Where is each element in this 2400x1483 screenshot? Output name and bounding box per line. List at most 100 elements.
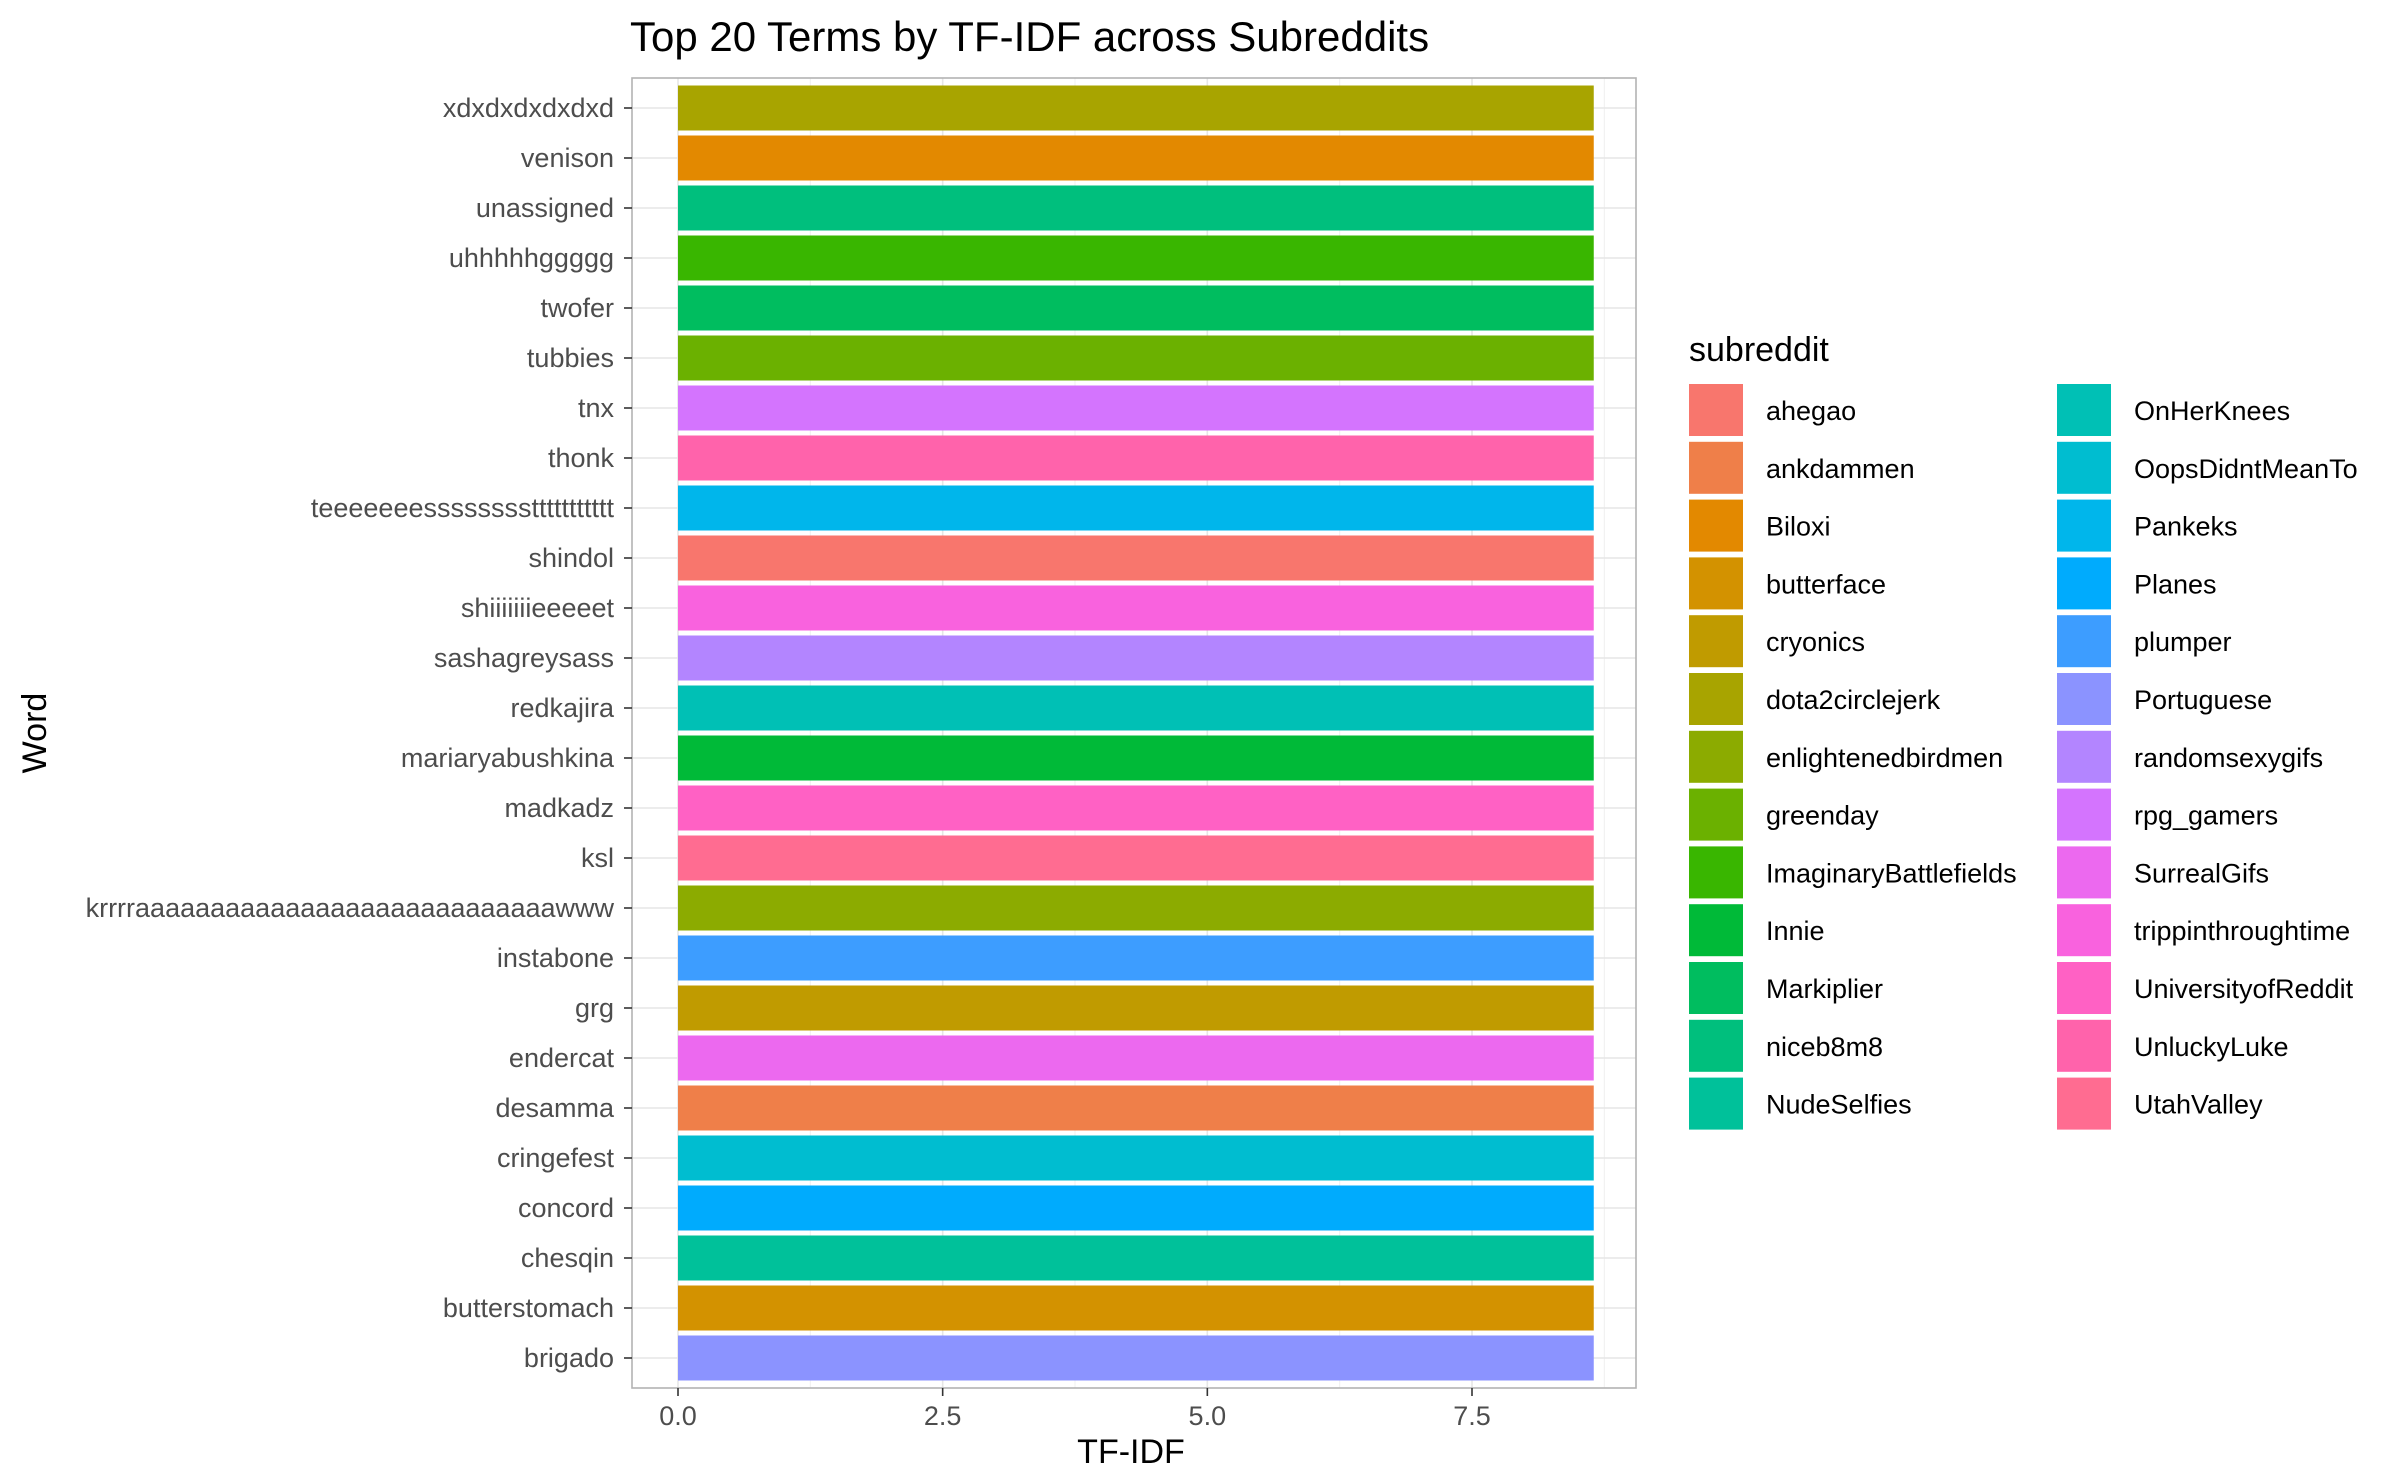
x-tick-label: 0.0	[659, 1401, 697, 1431]
bar-shindol	[678, 535, 1594, 581]
y-tick-label: thonk	[548, 443, 615, 473]
y-tick-label: instabone	[497, 943, 614, 973]
bar-ksl	[678, 835, 1594, 881]
legend-key-Biloxi	[1689, 499, 1743, 552]
x-axis-title: TF-IDF	[1077, 1433, 1185, 1471]
legend-items: ahegao ankdammen Biloxi butterface cryonics d…	[1689, 384, 2358, 1130]
y-tick-label: shindol	[528, 543, 614, 573]
y-tick-label: teeeeeeessssssssttttttttttt	[311, 493, 615, 523]
legend-key-Portuguese	[2057, 673, 2111, 725]
legend-label: ankdammen	[1766, 454, 1915, 484]
y-tick-label: unassigned	[476, 193, 614, 223]
y-axis-title: Word	[16, 693, 54, 774]
y-tick-label: ksl	[581, 843, 614, 873]
legend-label: greenday	[1766, 801, 1879, 831]
legend-key-OnHerKnees	[2057, 384, 2111, 436]
bar-mariaryabushkina	[678, 735, 1594, 781]
y-tick-label: xdxdxdxdxdxd	[443, 93, 614, 123]
bar-shiiiiiiieeeeet	[678, 585, 1594, 631]
y-tick-label: cringefest	[497, 1143, 615, 1173]
legend-key-randomsexygifs	[2057, 730, 2111, 783]
y-tick-label: concord	[518, 1193, 614, 1223]
bar-tubbies	[678, 335, 1594, 381]
legend-key-OopsDidntMeanTo	[2057, 441, 2111, 494]
legend-label: Innie	[1766, 916, 1825, 946]
bar-redkajira	[678, 685, 1594, 731]
legend-label: enlightenedbirdmen	[1766, 743, 2003, 773]
y-tick-label: desamma	[495, 1093, 615, 1123]
plot-panel	[631, 77, 1637, 1389]
x-tick-label: 2.5	[924, 1401, 962, 1431]
legend-label: Markiplier	[1766, 974, 1883, 1004]
x-axis-tick-labels: 0.0 2.5 5.0 7.5	[659, 1388, 1491, 1431]
legend-key-cryonics	[1689, 615, 1743, 668]
legend-key-greenday	[1689, 788, 1743, 841]
y-tick-label: uhhhhhggggg	[449, 243, 614, 273]
legend-key-Planes	[2057, 557, 2111, 610]
legend-label: ahegao	[1766, 396, 1856, 426]
legend-key-Pankeks	[2057, 499, 2111, 552]
y-tick-label: mariaryabushkina	[401, 743, 615, 773]
legend-key-plumper	[2057, 615, 2111, 668]
legend-key-niceb8m8	[1689, 1019, 1743, 1072]
bar-unassigned	[678, 185, 1594, 231]
bar-grg	[678, 985, 1594, 1031]
legend-key-butterface	[1689, 557, 1743, 610]
bar-tnx	[678, 385, 1594, 431]
legend-label: UnluckyLuke	[2134, 1032, 2289, 1062]
y-tick-label: redkajira	[510, 693, 615, 723]
legend-title: subreddit	[1689, 331, 1829, 369]
x-tick-label: 5.0	[1189, 1401, 1227, 1431]
bar-desamma	[678, 1085, 1594, 1131]
bar-twofer	[678, 285, 1594, 331]
y-tick-label: chesqin	[521, 1243, 614, 1273]
bar-venison	[678, 135, 1594, 181]
y-tick-label: krrrraaaaaaaaaaaaaaaaaaaaaaaaaaaawww	[86, 893, 615, 923]
legend-label: OopsDidntMeanTo	[2134, 454, 2358, 484]
legend-key-rpg_gamers	[2057, 788, 2111, 841]
chart-title: Top 20 Terms by TF-IDF across Subreddits	[630, 13, 1429, 60]
bar-madkadz	[678, 785, 1594, 831]
legend-key-ImaginaryBattlefields	[1689, 846, 1743, 899]
legend-key-ankdammen	[1689, 441, 1743, 494]
bar-krrrraaaaaaaaaaaaaaaaaaaaaaaaaaaawww	[678, 885, 1594, 931]
legend-label: Biloxi	[1766, 512, 1831, 542]
legend-label: butterface	[1766, 569, 1886, 599]
bar-endercat	[678, 1035, 1594, 1081]
legend-label: cryonics	[1766, 627, 1865, 657]
y-tick-label: twofer	[540, 293, 614, 323]
legend-key-trippinthroughtime	[2057, 904, 2111, 957]
legend-label: randomsexygifs	[2134, 743, 2323, 773]
y-tick-label: venison	[521, 143, 614, 173]
y-tick-label: tnx	[578, 393, 615, 423]
y-tick-label: sashagreysass	[434, 643, 614, 673]
y-axis-tick-labels: xdxdxdxdxdxd venison unassigned uhhhhhggggg…	[86, 93, 632, 1373]
bar-concord	[678, 1185, 1594, 1231]
bar-chesqin	[678, 1235, 1594, 1281]
legend-label: trippinthroughtime	[2134, 916, 2350, 946]
x-tick-label: 7.5	[1453, 1401, 1491, 1431]
legend-key-Innie	[1689, 904, 1743, 957]
legend-key-NudeSelfies	[1689, 1077, 1743, 1130]
legend-label: ImaginaryBattlefields	[1766, 858, 2017, 888]
legend-label: NudeSelfies	[1766, 1090, 1912, 1120]
legend-key-UnluckyLuke	[2057, 1019, 2111, 1072]
legend-label: UniversityofReddit	[2134, 974, 2354, 1004]
legend-label: plumper	[2134, 627, 2232, 657]
bar-teeeeeeessssssssttttttttttt	[678, 485, 1594, 531]
y-tick-label: shiiiiiiieeeeet	[461, 593, 615, 623]
panel-border	[631, 77, 1637, 1389]
bar-instabone	[678, 935, 1594, 981]
bar-sashagreysass	[678, 635, 1594, 681]
legend-key-dota2circlejerk	[1689, 673, 1743, 725]
legend-label: SurrealGifs	[2134, 858, 2269, 888]
bar-brigado	[678, 1335, 1594, 1381]
bar-thonk	[678, 435, 1594, 481]
y-tick-label: grg	[575, 993, 614, 1023]
legend-key-UniversityofReddit	[2057, 962, 2111, 1014]
bar-butterstomach	[678, 1285, 1594, 1331]
legend-key-UtahValley	[2057, 1077, 2111, 1130]
legend-key-enlightenedbirdmen	[1689, 730, 1743, 783]
bar-xdxdxdxdxdxd	[678, 85, 1594, 131]
